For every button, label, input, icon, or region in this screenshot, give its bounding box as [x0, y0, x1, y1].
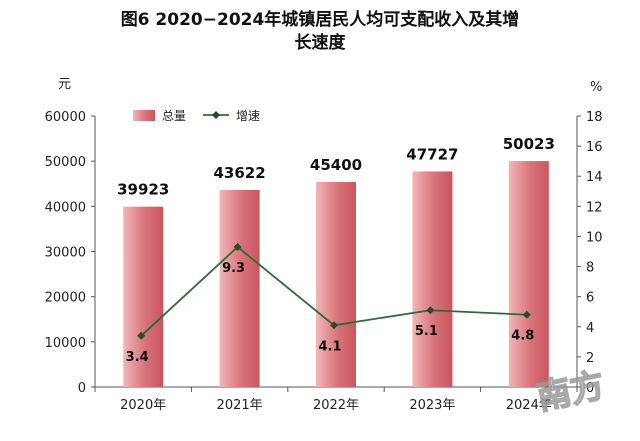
y-right-tick-label: 12 [586, 200, 603, 215]
y-right-unit: % [590, 80, 602, 95]
chart-title-line2: 长速度 [294, 33, 346, 53]
y-right-tick-label: 14 [586, 170, 603, 185]
y-right-tick-label: 8 [586, 261, 594, 276]
y-right-tick-label: 0 [586, 381, 594, 396]
x-tick-label: 2024年 [506, 398, 552, 413]
bar-value-label: 39923 [117, 181, 169, 199]
y-left-tick-label: 40000 [45, 200, 86, 215]
legend-label-total: 总量 [162, 109, 186, 123]
x-tick-label: 2023年 [409, 398, 455, 413]
legend-label-growth: 增速 [236, 109, 260, 123]
y-left-tick-label: 20000 [45, 291, 86, 306]
bar-value-label: 43622 [214, 164, 266, 182]
y-right-tick-label: 10 [586, 230, 603, 245]
bar-value-label: 50023 [503, 135, 555, 153]
y-right-tick-label: 4 [586, 321, 594, 336]
bar-total [219, 189, 260, 387]
bar-total [316, 181, 356, 387]
x-tick-label: 2022年 [313, 398, 359, 413]
growth-point [233, 242, 242, 251]
x-tick-label: 2021年 [217, 398, 263, 413]
growth-point [426, 306, 435, 315]
bar-total [508, 161, 549, 387]
y-left-tick-label: 60000 [45, 110, 86, 125]
y-left-tick-label: 50000 [45, 155, 86, 170]
growth-value-label: 5.1 [415, 324, 438, 339]
growth-value-label: 3.4 [126, 350, 149, 365]
bar-total [412, 171, 453, 387]
growth-point [330, 321, 338, 330]
bar-value-label: 45400 [310, 156, 362, 174]
legend-marker-growth [212, 111, 220, 119]
y-left-tick-label: 0 [78, 381, 86, 396]
y-right-tick-label: 2 [586, 351, 594, 366]
growth-point [137, 331, 146, 340]
chart-title-line1: 图6 2020−2024年城镇居民人均可支配收入及其增 [120, 10, 520, 30]
growth-value-label: 4.8 [511, 329, 534, 344]
x-tick-label: 2020年 [120, 398, 166, 413]
y-left-tick-label: 10000 [45, 336, 86, 351]
y-right-tick-label: 16 [586, 140, 603, 155]
y-right-tick-label: 6 [586, 291, 594, 306]
y-left-unit: 元 [58, 77, 71, 92]
y-right-tick-label: 18 [586, 110, 603, 125]
growth-value-label: 9.3 [222, 261, 245, 276]
bar-value-label: 47727 [406, 145, 458, 163]
bar-total [123, 206, 164, 387]
growth-value-label: 4.1 [318, 339, 341, 354]
legend: 总量 增速 [133, 109, 260, 123]
y-left-tick-label: 30000 [45, 246, 86, 261]
growth-point [522, 310, 531, 319]
legend-swatch-total [133, 110, 155, 121]
